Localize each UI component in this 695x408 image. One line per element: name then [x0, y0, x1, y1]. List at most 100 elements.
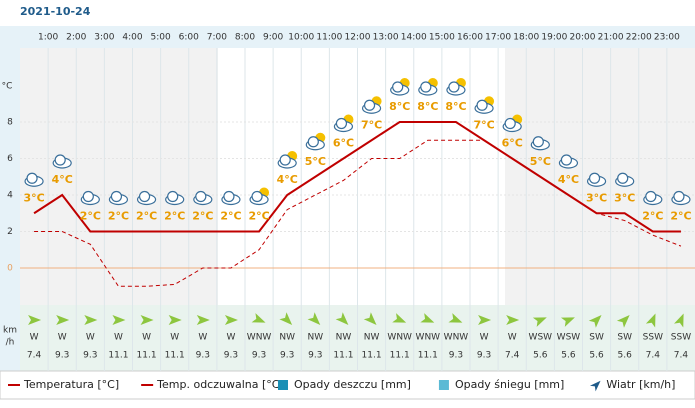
weather-icon — [390, 78, 410, 96]
cloud — [392, 81, 404, 93]
legend-label: Wiatr [km/h] — [606, 378, 675, 391]
temp-label: 2°C — [164, 210, 185, 223]
wind-direction: W — [30, 333, 39, 343]
cloud — [588, 172, 601, 184]
temp-label: 2°C — [670, 210, 691, 223]
wind-speed: 9.3 — [280, 351, 294, 361]
temp-label: 6°C — [502, 137, 523, 150]
temp-label: 5°C — [305, 155, 326, 168]
wind-arrow — [478, 315, 492, 325]
weather-icon — [671, 190, 691, 206]
series-line — [34, 139, 682, 287]
cloud — [195, 190, 207, 203]
temp-label: 2°C — [192, 210, 213, 223]
night-band — [20, 48, 218, 305]
wind-arrow — [506, 315, 520, 325]
legend-swatch — [589, 380, 601, 392]
wind-direction: WNW — [387, 333, 412, 343]
wind-speed: 7.4 — [505, 351, 520, 361]
y-tick-label: 8 — [7, 118, 13, 128]
hour-label: 3:00 — [94, 33, 114, 43]
wind-speed: 9.3 — [55, 351, 69, 361]
wind-speed: 9.3 — [196, 351, 210, 361]
wind-direction: W — [508, 333, 517, 343]
wind-direction: WNW — [416, 333, 441, 343]
cloud — [335, 117, 348, 130]
hour-label: 5:00 — [151, 33, 171, 43]
wind-speed: 5.6 — [561, 351, 576, 361]
hour-label: 20:00 — [570, 33, 596, 43]
wind-arrow — [196, 315, 210, 325]
temp-label: 2°C — [248, 210, 269, 223]
wind-speed: 9.3 — [252, 351, 266, 361]
cloud — [279, 154, 291, 166]
wind-speed: 11.1 — [137, 351, 157, 361]
temp-label: 7°C — [473, 118, 494, 131]
hour-band — [20, 26, 695, 48]
weather-icon — [446, 78, 466, 96]
hour-label: 22:00 — [626, 33, 652, 43]
hour-label: 6:00 — [179, 33, 199, 43]
temp-label: 3°C — [614, 191, 635, 204]
wind-arrow — [588, 315, 602, 328]
wind-arrow — [112, 315, 126, 325]
wind-direction: WNW — [247, 333, 272, 343]
temp-label: 2°C — [136, 210, 157, 223]
wind-arrow — [532, 317, 547, 327]
wind-arrow — [363, 312, 377, 325]
wind-direction: SW — [617, 333, 632, 343]
temp-label: 6°C — [333, 137, 354, 150]
temp-label: 3°C — [23, 191, 44, 204]
wind-arrow — [279, 312, 293, 325]
weather-icon — [136, 190, 157, 206]
wind-direction: WNW — [444, 333, 469, 343]
wind-arrow — [56, 315, 70, 325]
wind-arrow — [140, 315, 154, 325]
wind-direction: WSW — [529, 333, 553, 343]
wind-speed: 11.1 — [390, 351, 410, 361]
temp-label: 4°C — [52, 173, 73, 186]
hour-label: 21:00 — [598, 33, 624, 43]
wind-direction: SSW — [643, 333, 663, 343]
legend-label: Opady śniegu [mm] — [455, 378, 564, 391]
wind-direction: NW — [336, 333, 352, 343]
wind-arrow — [616, 315, 630, 328]
wind-speed: 9.3 — [449, 351, 463, 361]
legend-label: Temp. odczuwalna [°C] — [156, 378, 284, 391]
temp-label: 4°C — [558, 173, 579, 186]
hour-label: 2:00 — [66, 33, 86, 43]
hour-label: 17:00 — [485, 33, 511, 43]
hour-label: 10:00 — [288, 33, 314, 43]
hour-label: 16:00 — [457, 33, 483, 43]
cloud — [167, 190, 179, 203]
hour-label: 1:00 — [38, 33, 58, 43]
cloud — [138, 190, 151, 203]
temp-label: 7°C — [361, 118, 382, 131]
cloud — [673, 190, 685, 203]
hour-label: 12:00 — [345, 33, 371, 43]
weather-icon — [418, 78, 438, 96]
wind-direction: W — [114, 333, 123, 343]
cloud — [476, 99, 488, 111]
legend-swatch — [278, 380, 288, 390]
weather-icon — [558, 154, 579, 169]
wind-speed: 5.6 — [533, 351, 548, 361]
temp-label: 3°C — [586, 191, 607, 204]
weather-icon — [193, 190, 213, 206]
wind-arrow — [448, 313, 463, 323]
wind-speed: 9.3 — [83, 351, 97, 361]
legend-label: Opady deszczu [mm] — [294, 378, 411, 391]
cloud — [560, 154, 573, 166]
hour-label: 19:00 — [541, 33, 567, 43]
wind-speed: 11.1 — [362, 351, 382, 361]
y-tick-label: 2 — [7, 227, 13, 237]
cloud — [617, 172, 629, 184]
wind-speed: 5.6 — [618, 351, 633, 361]
wind-speed: 11.1 — [108, 351, 128, 361]
wind-speed: 5.6 — [589, 351, 604, 361]
hour-label: 18:00 — [513, 33, 539, 43]
wind-direction: W — [86, 333, 95, 343]
wind-arrow — [645, 313, 656, 328]
temp-label: 8°C — [445, 100, 466, 113]
wind-speed: 9.3 — [477, 351, 491, 361]
